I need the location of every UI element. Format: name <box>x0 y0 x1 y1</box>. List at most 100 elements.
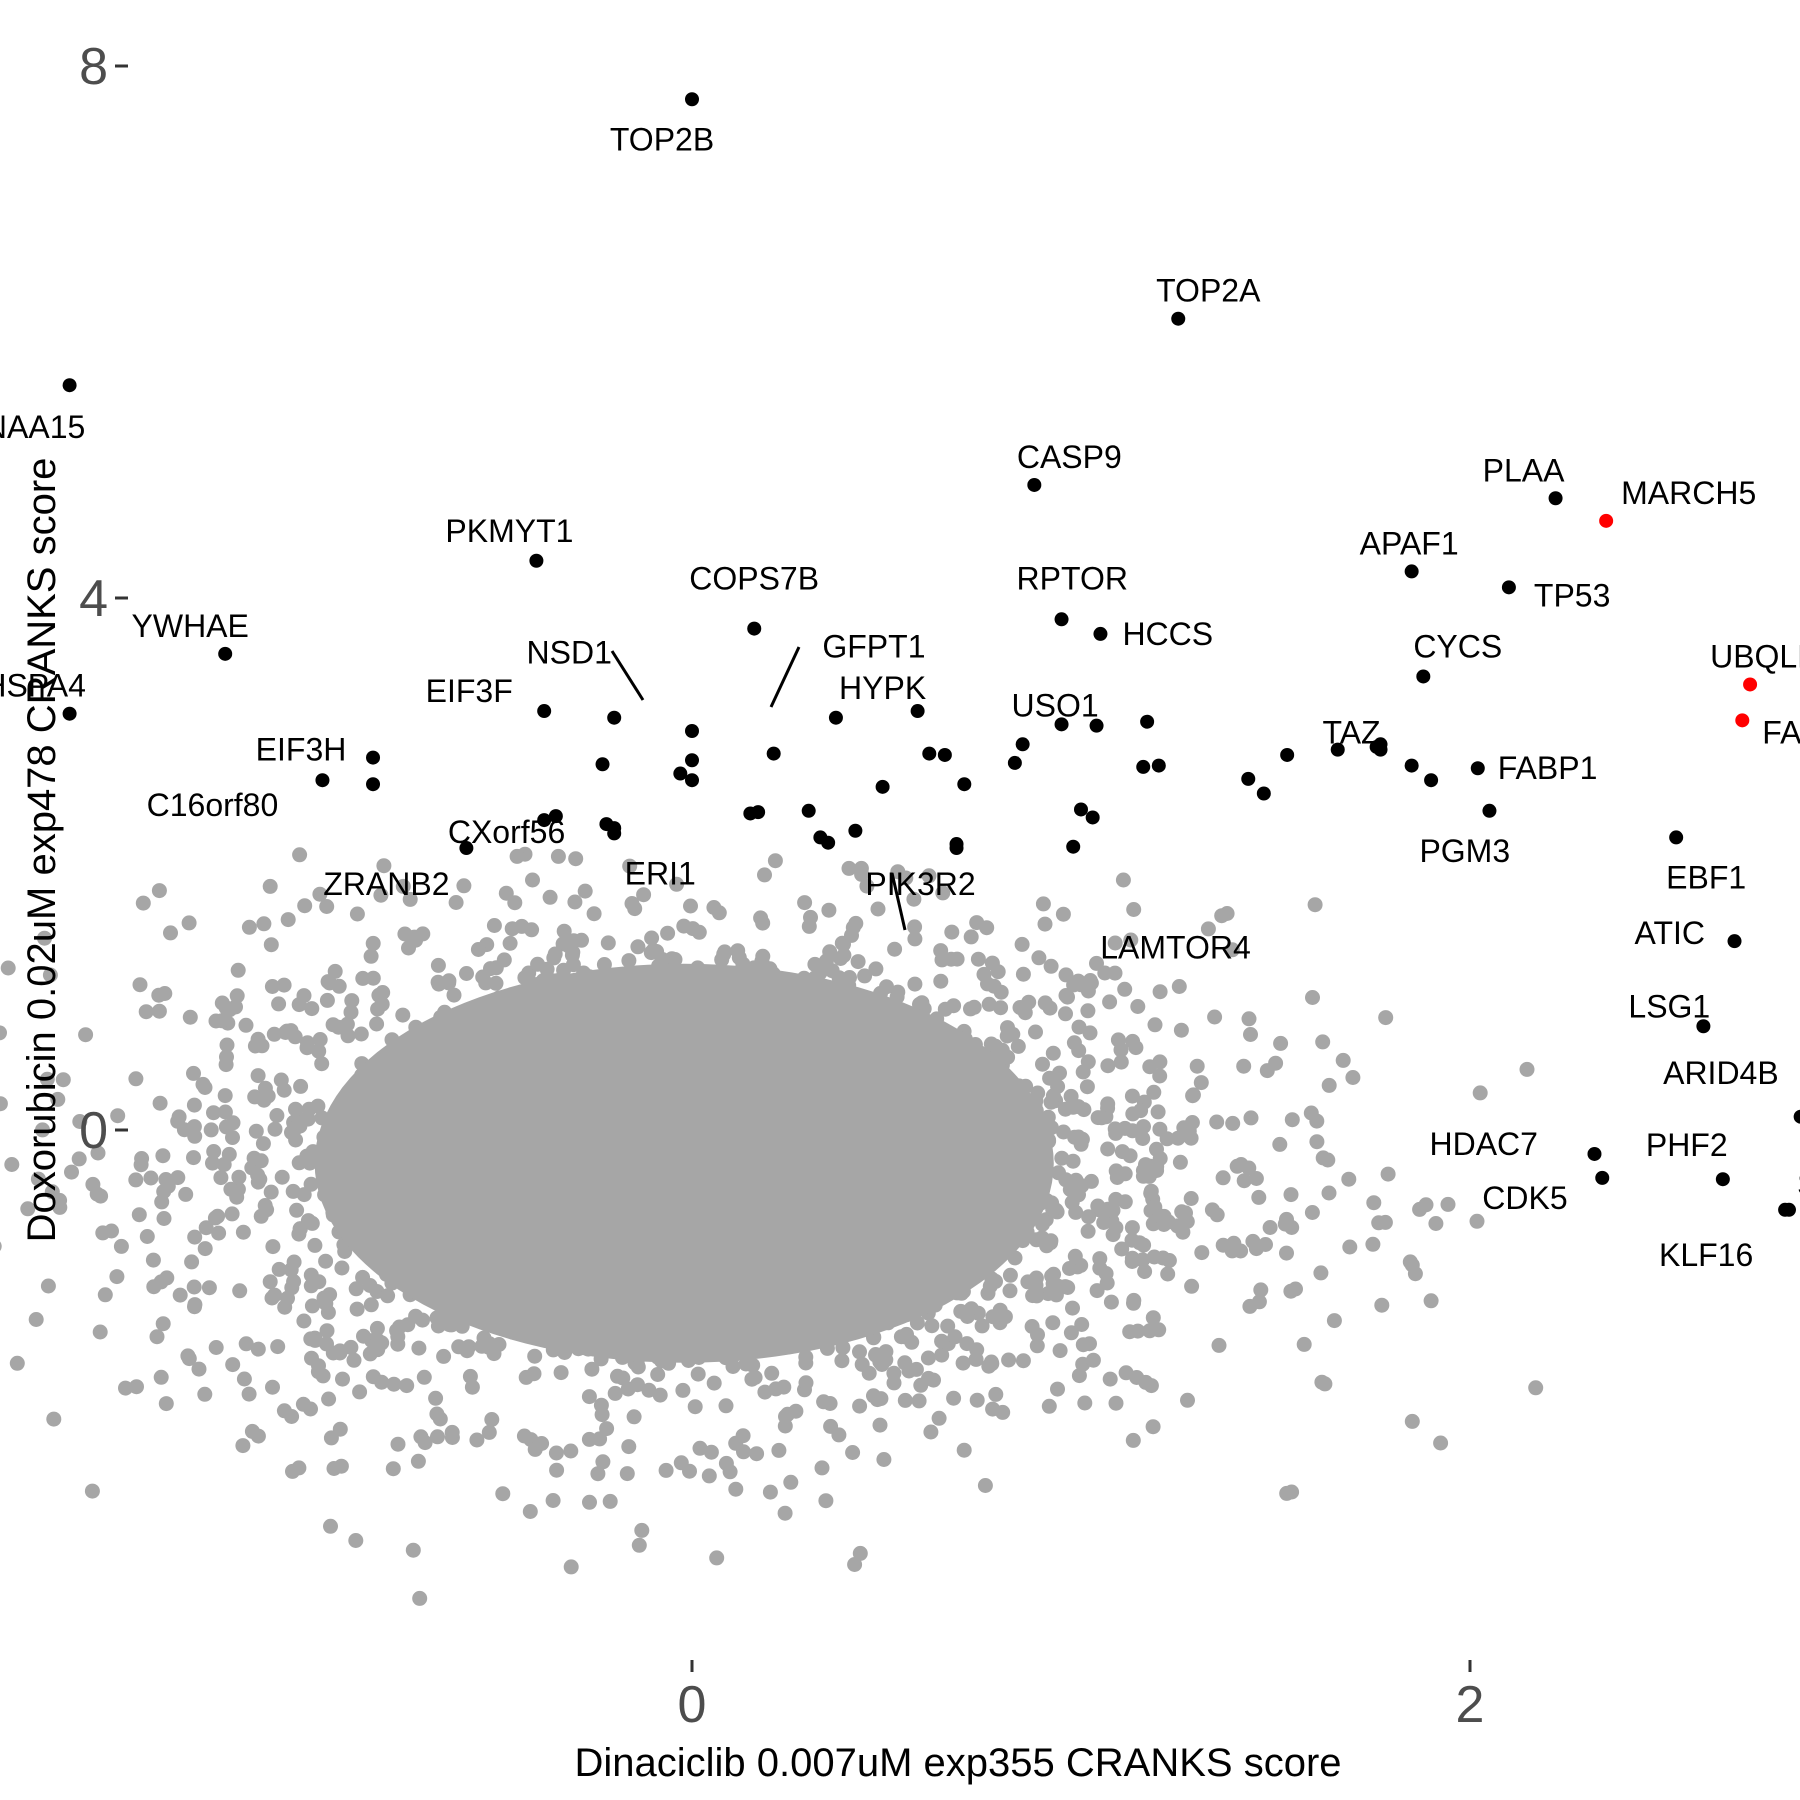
background-point <box>232 1283 248 1299</box>
background-point <box>1056 1124 1071 1140</box>
background-point <box>935 885 951 901</box>
gene-labels: TOP2BTOP2ABAK1NAA15CASP9PLAAMARCH5EIF4A1… <box>0 121 1800 1273</box>
background-point <box>718 1398 734 1414</box>
background-point <box>264 979 280 994</box>
background-point <box>399 1378 415 1394</box>
background-point <box>509 848 525 864</box>
background-point <box>1060 989 1075 1005</box>
y-tick-label: 8 <box>79 38 108 96</box>
hit-point <box>1404 758 1419 773</box>
background-point <box>1248 1171 1264 1186</box>
background-point <box>390 1329 406 1345</box>
background-point <box>1214 908 1230 924</box>
background-point <box>151 1003 167 1019</box>
point-cycs <box>1416 669 1431 684</box>
background-point <box>850 954 866 970</box>
background-point <box>259 1202 275 1218</box>
background-point <box>859 878 875 894</box>
background-point <box>64 1164 79 1180</box>
background-point <box>1071 1368 1087 1384</box>
background-point <box>187 1229 203 1245</box>
leader-line-lamtor4 <box>890 872 907 931</box>
background-point <box>229 1189 245 1205</box>
background-point <box>319 1323 335 1339</box>
background-point <box>1528 1380 1544 1396</box>
background-point <box>311 1043 327 1059</box>
background-point <box>985 1309 1001 1325</box>
background-point <box>567 894 583 910</box>
background-point <box>673 1455 689 1471</box>
background-point <box>1284 1484 1300 1500</box>
background-point <box>205 1155 220 1171</box>
background-point <box>1317 1376 1333 1392</box>
label-march5: MARCH5 <box>1621 475 1756 511</box>
background-point <box>1097 965 1113 981</box>
background-point <box>456 878 472 894</box>
label-hypk: HYPK <box>839 670 926 706</box>
background-point <box>157 986 173 1001</box>
background-point <box>365 1369 381 1385</box>
point-klf16 <box>1781 1202 1796 1217</box>
background-point <box>256 916 272 932</box>
background-point <box>255 1136 271 1152</box>
point-eri1 <box>607 826 622 841</box>
background-point <box>211 1225 227 1241</box>
background-point <box>318 1253 334 1269</box>
background-point <box>271 1261 287 1277</box>
background-point <box>1423 1293 1439 1309</box>
background-point <box>1226 1235 1242 1251</box>
background-point <box>1100 1141 1116 1157</box>
background-point <box>949 951 965 967</box>
background-point <box>913 1377 929 1393</box>
background-point <box>293 1078 309 1094</box>
background-point <box>151 883 167 899</box>
background-point <box>1010 1038 1026 1054</box>
background-point <box>135 895 151 911</box>
background-point <box>1283 1283 1299 1299</box>
hit-point <box>1074 802 1088 817</box>
background-point <box>983 1354 999 1370</box>
background-point <box>1037 916 1053 932</box>
background-point <box>602 1493 618 1509</box>
background-point <box>412 1590 428 1606</box>
background-point <box>1241 1011 1257 1027</box>
background-point <box>581 1389 597 1405</box>
background-point <box>264 1290 280 1306</box>
x-tick-label: 0 <box>678 1676 707 1734</box>
background-point <box>1090 1198 1106 1214</box>
background-point <box>1029 1338 1045 1354</box>
background-point <box>725 1359 741 1374</box>
background-point <box>586 906 602 922</box>
background-point <box>201 1280 217 1296</box>
background-point <box>504 921 520 937</box>
background-point <box>622 858 638 874</box>
background-point <box>1135 1131 1151 1146</box>
background-point <box>1042 1000 1058 1016</box>
label-naa15: NAA15 <box>0 409 85 445</box>
background-point <box>430 957 446 973</box>
hit-point <box>537 813 552 828</box>
background-point <box>1046 1266 1062 1282</box>
point-zranb2 <box>459 841 474 856</box>
hit-point <box>1424 773 1439 788</box>
background-point <box>728 1481 744 1497</box>
background-point <box>1071 1019 1087 1035</box>
background-point <box>1079 1079 1095 1095</box>
label-top2a: TOP2A <box>1156 273 1261 309</box>
background-point <box>963 929 979 945</box>
label-leader-lines <box>610 646 907 931</box>
background-point <box>206 1105 221 1121</box>
background-point <box>92 1324 108 1340</box>
label-hdac7: HDAC7 <box>1429 1126 1537 1162</box>
background-point <box>982 1278 998 1294</box>
background-point <box>1113 1054 1129 1070</box>
background-point <box>1143 1185 1159 1201</box>
background-point <box>1156 1208 1172 1224</box>
background-point <box>1080 1003 1096 1019</box>
background-core <box>314 963 1054 1363</box>
background-point <box>1015 966 1031 982</box>
background-point <box>238 1336 254 1352</box>
background-point <box>969 1392 985 1408</box>
background-point <box>369 1320 385 1336</box>
background-point <box>1102 1371 1118 1387</box>
